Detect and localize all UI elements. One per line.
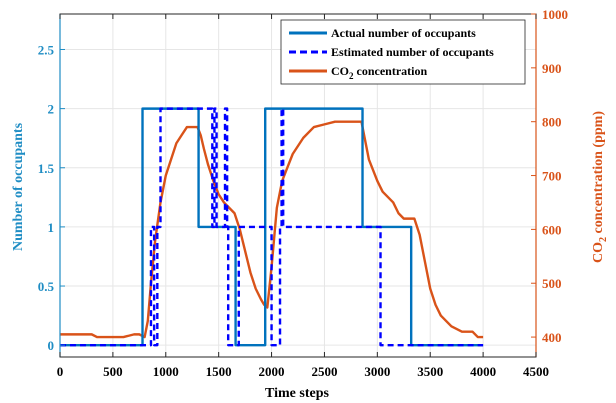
y-left-tick-label: 1 <box>48 220 55 235</box>
x-tick-label: 500 <box>103 364 123 379</box>
y-left-tick-label: 2.5 <box>38 42 55 57</box>
y-left-tick-label: 1.5 <box>38 161 55 176</box>
x-tick-label: 3000 <box>364 364 390 379</box>
series-layer <box>60 107 484 347</box>
y-right-tick-label: 800 <box>542 115 562 130</box>
right-axis-label: CO2 concentration (ppm) <box>591 111 609 263</box>
y-right-tick-label: 700 <box>542 169 562 184</box>
x-tick-label: 1000 <box>153 364 179 379</box>
legend-box <box>280 19 526 85</box>
y-left-tick-label: 0.5 <box>38 279 55 294</box>
x-tick-label: 4000 <box>470 364 496 379</box>
ticks: 0 500 1000 1500 2000 2500 3000 3500 4000 450000.5… <box>38 7 568 379</box>
x-tick-label: 2500 <box>311 364 337 379</box>
x-tick-label: 0 <box>57 364 64 379</box>
x-tick-label: 2000 <box>259 364 285 379</box>
y-left-tick-label: 0 <box>48 338 55 353</box>
legend-actual-label: Actual number of occupants <box>331 26 476 40</box>
left-axis-label: Number of occupants <box>11 122 26 251</box>
y-right-tick-label: 400 <box>542 330 562 345</box>
legend-estimated-label: Estimated number of occupants <box>331 45 494 59</box>
y-left-tick-label: 2 <box>48 102 55 117</box>
series-actual-occupants <box>60 107 484 347</box>
y-right-tick-label: 500 <box>542 276 562 291</box>
y-right-tick-label: 1000 <box>542 7 568 22</box>
x-tick-label: 1500 <box>206 364 232 379</box>
legend-co2-label: CO2 concentration <box>331 64 427 81</box>
legend: Actual number of occupants Estimated num… <box>280 19 526 85</box>
y-right-tick-label: 600 <box>542 222 562 237</box>
x-tick-label: 3500 <box>417 364 443 379</box>
x-axis-label: Time steps <box>265 386 329 401</box>
y-right-tick-label: 900 <box>542 61 562 76</box>
x-tick-label: 4500 <box>523 364 549 379</box>
series-estimated-occupants <box>60 107 484 347</box>
